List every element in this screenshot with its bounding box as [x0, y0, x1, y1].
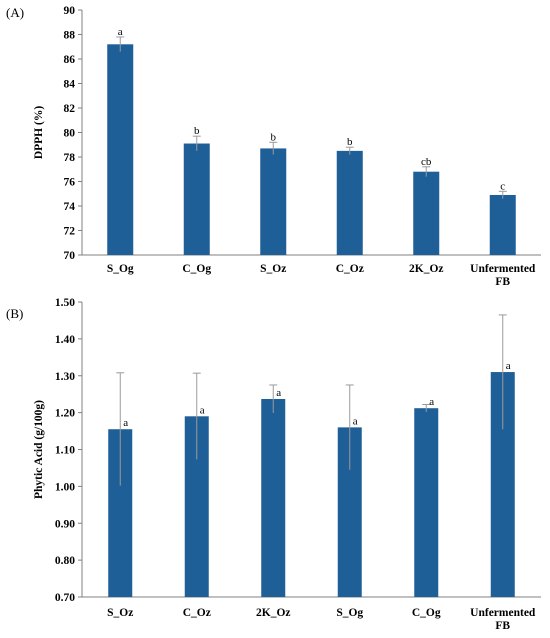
y-tick-label: 70: [64, 250, 76, 262]
y-tick-label: 80: [64, 128, 76, 140]
panel-label: (B): [6, 306, 23, 321]
significance-letter: c: [500, 180, 505, 192]
y-tick-label: 78: [64, 152, 76, 164]
significance-letter: a: [353, 415, 358, 427]
y-tick-label: 1.00: [55, 481, 75, 493]
y-tick-label: 0.90: [55, 518, 75, 530]
y-axis-label: Phytic Acid (g/100g): [33, 400, 45, 499]
y-tick-label: 74: [64, 201, 76, 213]
y-tick-label: 84: [64, 79, 76, 91]
x-tick-label: FB: [495, 276, 510, 288]
y-tick-label: 90: [64, 5, 76, 17]
y-tick-label: 0.70: [55, 592, 75, 604]
bar: [489, 194, 516, 255]
x-tick-label: Unfermented: [470, 263, 536, 275]
y-tick-label: 82: [64, 103, 76, 115]
chart-1: (B) 0.70 0.80 0.90 1.00 1.10 1.20 1.30 1.40 1.50 P…: [6, 297, 541, 632]
y-axis-label: DPPH (%): [33, 106, 45, 160]
significance-letter: a: [123, 417, 128, 429]
x-tick-label: FB: [495, 620, 510, 632]
x-tick-label: S_Oz: [260, 263, 286, 275]
x-tick-label: S_Og: [336, 607, 363, 619]
y-tick-label: 1.50: [55, 297, 75, 309]
x-tick-label: C_Og: [182, 263, 211, 275]
significance-letter: a: [506, 360, 511, 372]
significance-letter: b: [271, 131, 277, 143]
bar: [107, 44, 134, 255]
bar: [260, 148, 287, 255]
x-tick-label: S_Og: [107, 263, 134, 275]
y-tick-label: 72: [64, 226, 76, 238]
bar: [413, 171, 440, 255]
significance-letter: a: [118, 26, 123, 38]
x-tick-label: 2K_Oz: [409, 263, 444, 275]
significance-letter: a: [429, 396, 434, 408]
x-tick-label: Unfermented: [470, 607, 536, 619]
chart-0: (A) 70 72 74 76 78 80 82 84 86 88 90 DPPH (%) a S_Og b C…: [6, 5, 541, 288]
significance-letter: b: [194, 125, 200, 137]
x-tick-label: C_Og: [412, 607, 441, 619]
panel-label: (A): [6, 5, 24, 20]
x-tick-label: 2K_Oz: [256, 607, 291, 619]
y-tick-label: 0.80: [55, 555, 75, 567]
significance-letter: b: [347, 136, 353, 148]
x-tick-label: C_Oz: [183, 607, 211, 619]
y-tick-label: 1.10: [55, 445, 75, 457]
x-tick-label: C_Oz: [336, 263, 364, 275]
significance-letter: cb: [421, 156, 432, 168]
y-tick-label: 1.40: [55, 334, 75, 346]
y-tick-label: 1.30: [55, 371, 75, 383]
x-tick-label: S_Oz: [107, 607, 133, 619]
y-tick-label: 76: [64, 177, 76, 189]
bar: [183, 143, 210, 255]
significance-letter: a: [200, 404, 205, 416]
bar: [336, 150, 363, 255]
significance-letter: a: [276, 387, 281, 399]
bar: [414, 408, 439, 597]
y-tick-label: 86: [64, 54, 76, 66]
bar: [261, 398, 286, 597]
y-tick-label: 1.20: [55, 408, 75, 420]
y-tick-label: 88: [64, 30, 76, 42]
